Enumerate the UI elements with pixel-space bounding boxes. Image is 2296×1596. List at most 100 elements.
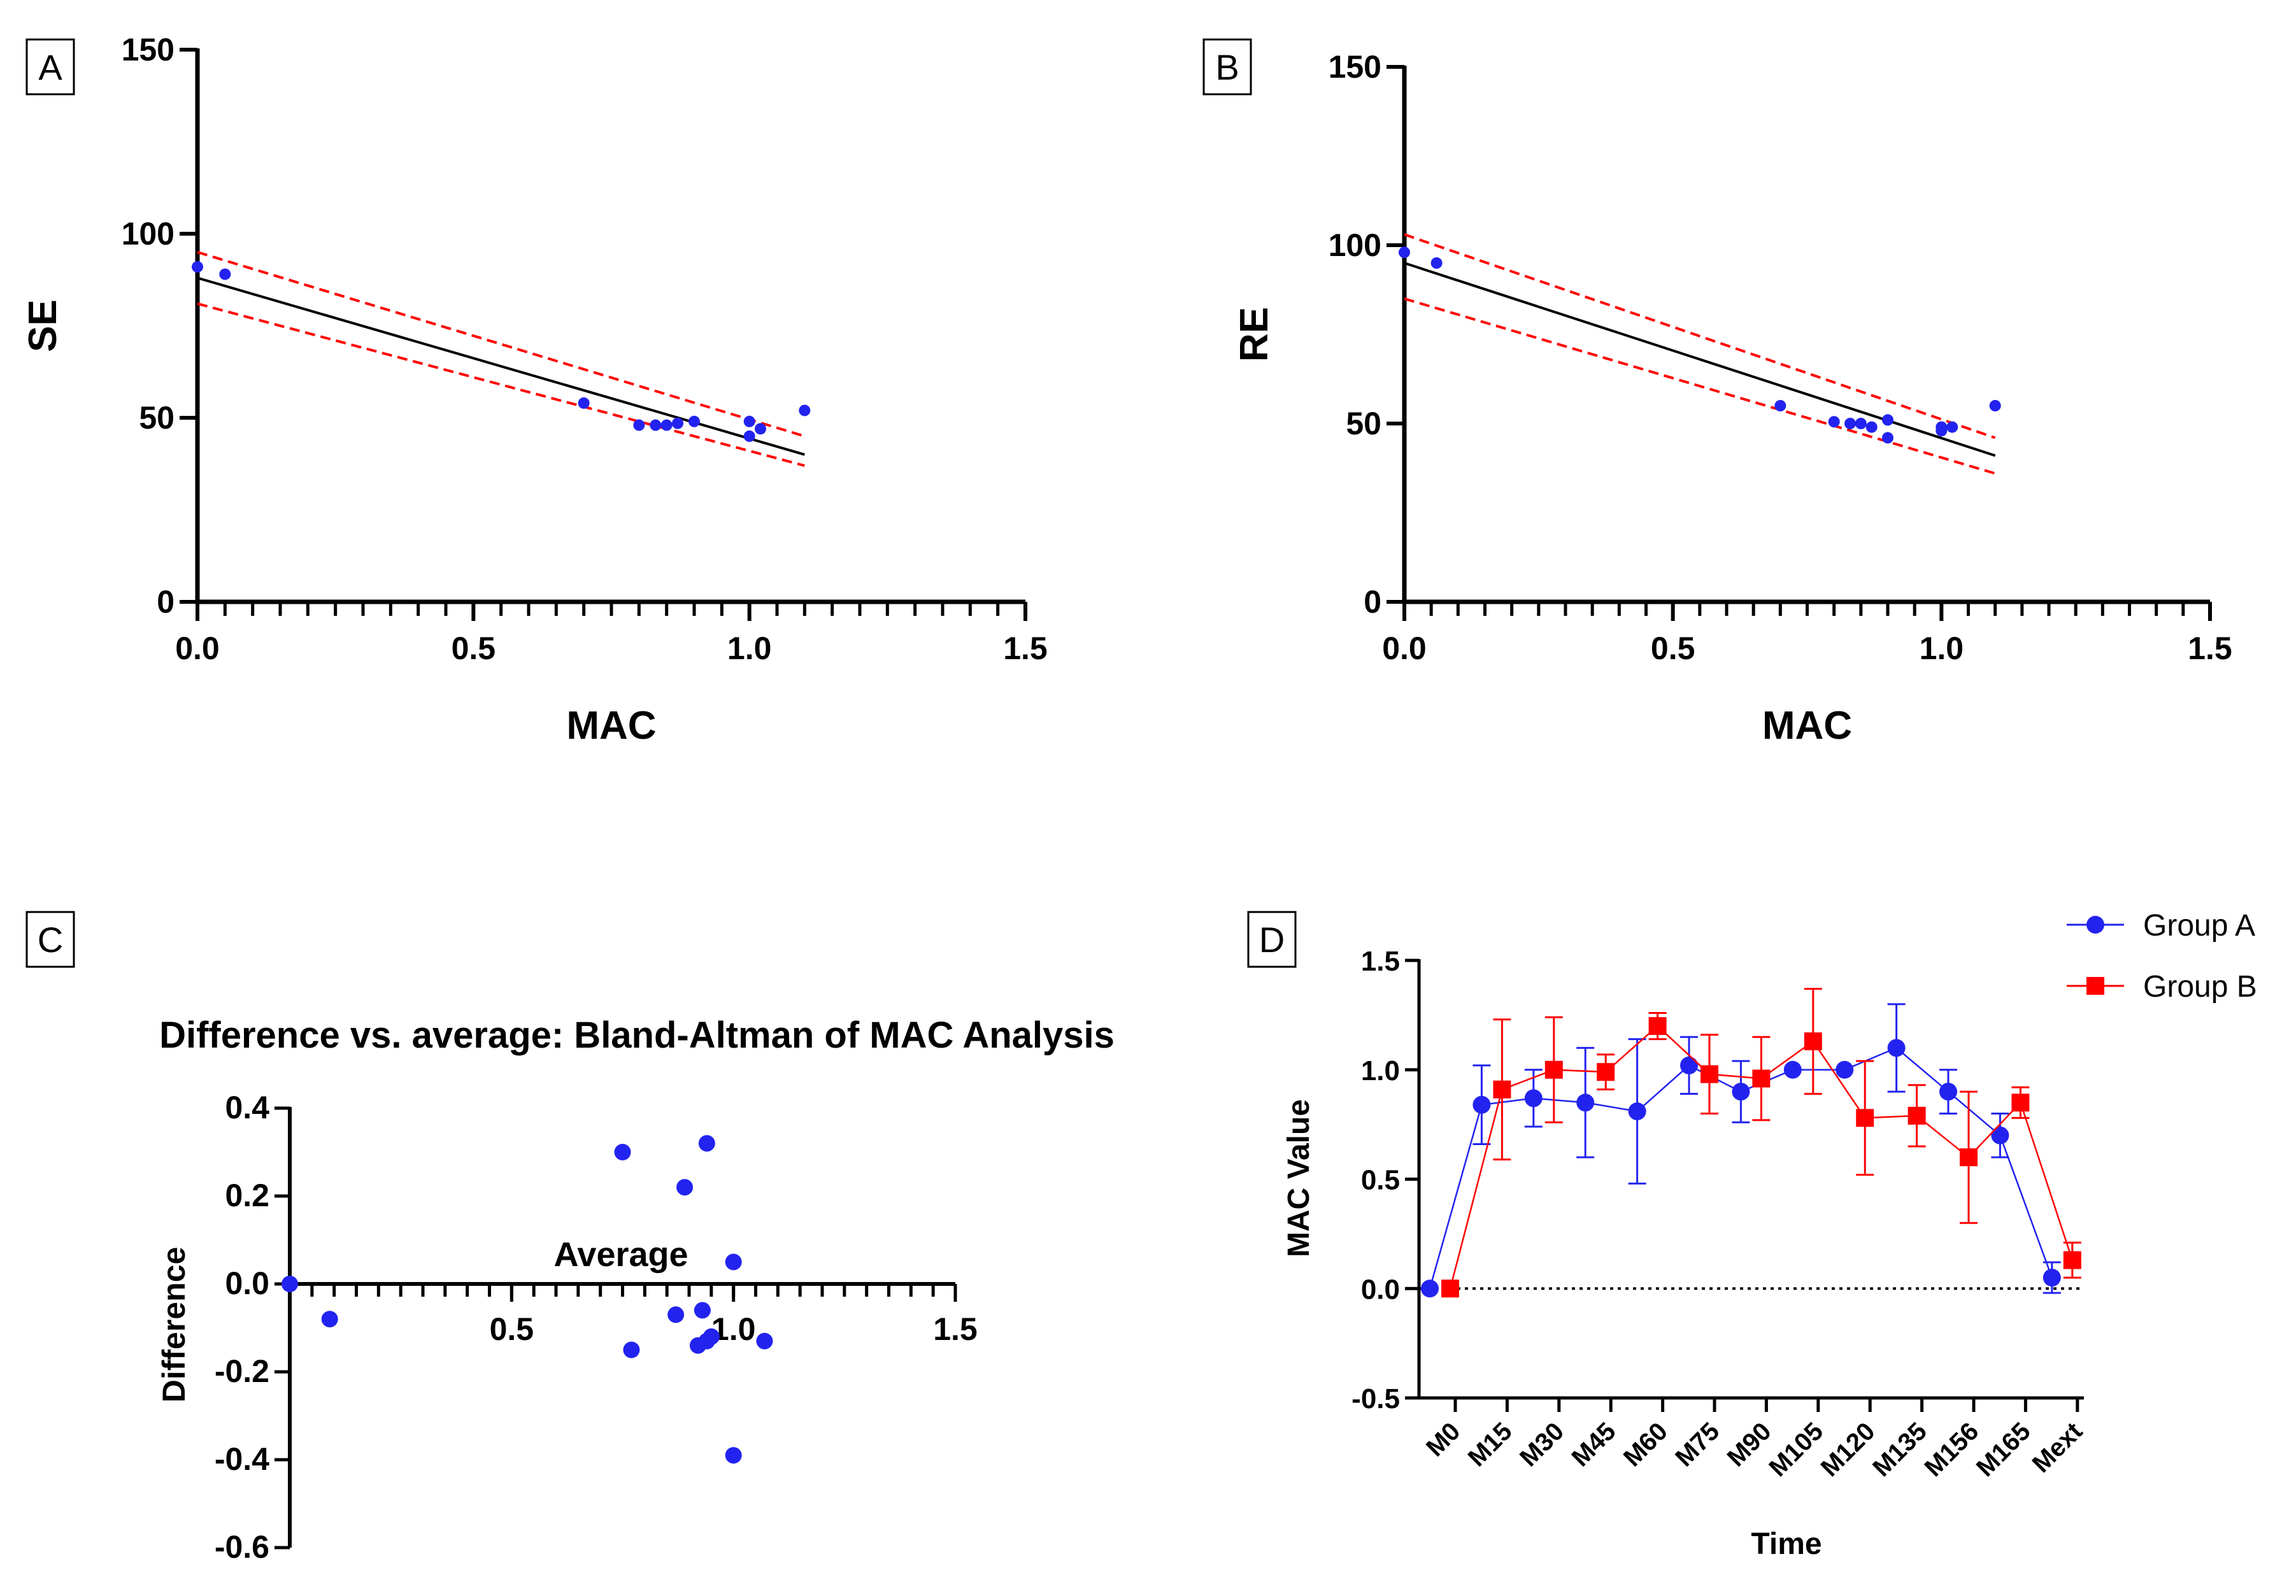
data-point [2063, 1251, 2081, 1269]
x-tick-label: 1.0 [727, 631, 772, 666]
y-tick-label: 50 [1346, 406, 1381, 441]
data-point [667, 1306, 685, 1323]
y-axis-label: MAC Value [1282, 1099, 1316, 1257]
y-tick-label: 50 [139, 400, 175, 436]
data-point [623, 1341, 640, 1358]
x-tick-label: 0.5 [1651, 631, 1695, 666]
data-point [1399, 246, 1410, 259]
data-point [1836, 1060, 1854, 1079]
x-tick-label: Mext [2027, 1417, 2088, 1478]
x-tick-label: 1.5 [2188, 631, 2232, 666]
data-point [1939, 1083, 1957, 1101]
panel-letter: B [1215, 47, 1239, 87]
panel-label-d: D [1247, 911, 1297, 968]
panel-label-a: A [25, 38, 75, 96]
x-tick-label: 0.0 [1382, 631, 1427, 666]
y-axis-label: SE [21, 299, 65, 352]
data-point [725, 1253, 742, 1271]
x-tick-label: 1.0 [1920, 631, 1964, 666]
panel-label-box [25, 911, 75, 968]
data-point [1576, 1094, 1595, 1112]
x-tick-label: M75 [1670, 1417, 1725, 1472]
x-tick-label: M30 [1515, 1417, 1569, 1472]
x-axis-label: Time [1751, 1527, 1822, 1561]
legend-label: Group B [2143, 970, 2257, 1004]
y-tick-label: 1.5 [1361, 946, 1400, 977]
y-tick-label: 0.2 [225, 1178, 269, 1213]
x-tick-label: M165 [1971, 1417, 2036, 1482]
data-point [1844, 418, 1856, 429]
data-point [282, 1276, 298, 1292]
data-point [1648, 1017, 1667, 1036]
regression-line [197, 276, 805, 456]
legend: Group A Group B [2067, 909, 2257, 1004]
legend-label: Group A [2143, 909, 2255, 943]
x-tick-label: 0.5 [452, 631, 496, 666]
data-point [1441, 1279, 1459, 1298]
ci-upper-line [197, 250, 805, 438]
data-point [698, 1135, 715, 1152]
y-tick-label: 0.5 [1361, 1165, 1400, 1196]
ci-lower-line [197, 302, 805, 467]
data-point [694, 1302, 711, 1319]
y-tick-label: -0.5 [1351, 1383, 1400, 1414]
panel-label-box [1202, 38, 1252, 96]
panel-c: Difference vs. average: Bland-Altman of … [156, 1015, 1115, 1565]
x-axis-label: MAC [566, 704, 656, 748]
x-tick-label: M0 [1421, 1417, 1465, 1462]
data-point [1887, 1039, 1906, 1057]
data-point [1936, 425, 1948, 437]
legend-marker [2086, 977, 2104, 995]
panel-a: 0 50 100 150 0.0 0.5 1.0 1.5 MAC SE [21, 32, 1048, 748]
panel-label-box [25, 38, 75, 96]
x-tick-label: 1.5 [1003, 631, 1048, 666]
y-tick-label: 150 [1329, 49, 1381, 85]
data-point [192, 261, 203, 273]
data-point [1493, 1080, 1511, 1099]
y-tick-label: 0 [1364, 584, 1381, 620]
x-tick-label: 0.0 [175, 631, 220, 666]
data-point [578, 397, 590, 409]
y-tick-label: 0.4 [225, 1090, 269, 1125]
chart-title: Difference vs. average: Bland-Altman of … [159, 1015, 1115, 1056]
data-point [1989, 400, 2001, 411]
data-point [1774, 400, 1786, 411]
data-point [1597, 1063, 1615, 1081]
data-point [219, 268, 231, 280]
data-point [725, 1447, 742, 1464]
data-point [672, 417, 683, 429]
x-tick-label: M156 [1919, 1417, 1984, 1482]
data-point [1524, 1089, 1543, 1108]
regression-line [1404, 262, 1996, 457]
data-point [614, 1144, 631, 1160]
data-point [1628, 1102, 1646, 1121]
y-axis-label: RE [1232, 307, 1276, 362]
x-tick-label: M60 [1618, 1417, 1673, 1472]
data-point [799, 404, 811, 417]
data-point [1907, 1106, 1926, 1125]
panel-letter: A [38, 47, 62, 87]
y-tick-label: 100 [122, 216, 175, 252]
ci-upper-line [1404, 233, 1996, 439]
data-point [743, 430, 755, 442]
data-point [1882, 414, 1893, 426]
data-point [1421, 1279, 1439, 1298]
x-tick-label: M105 [1764, 1417, 1829, 1482]
data-point [702, 1328, 720, 1345]
data-point [1701, 1065, 1718, 1083]
data-point [1472, 1095, 1491, 1114]
series-group-b [1441, 988, 2081, 1298]
y-axis-label: Difference [156, 1247, 192, 1403]
data-point [1882, 432, 1893, 444]
data-point [743, 415, 755, 427]
data-point [1946, 421, 1958, 433]
panel-label-b: B [1202, 38, 1252, 96]
panel-d: 1.51.00.50.0-0.5M0M15M30M45M60M75M90M105… [1282, 909, 2257, 1561]
series-group-a [1421, 1003, 2061, 1298]
data-point [756, 1332, 773, 1350]
data-point [1732, 1083, 1750, 1101]
y-tick-label: 1.0 [1361, 1055, 1400, 1087]
data-point [1680, 1056, 1698, 1074]
y-tick-label: -0.2 [215, 1353, 269, 1389]
x-tick-label: M120 [1816, 1417, 1881, 1482]
